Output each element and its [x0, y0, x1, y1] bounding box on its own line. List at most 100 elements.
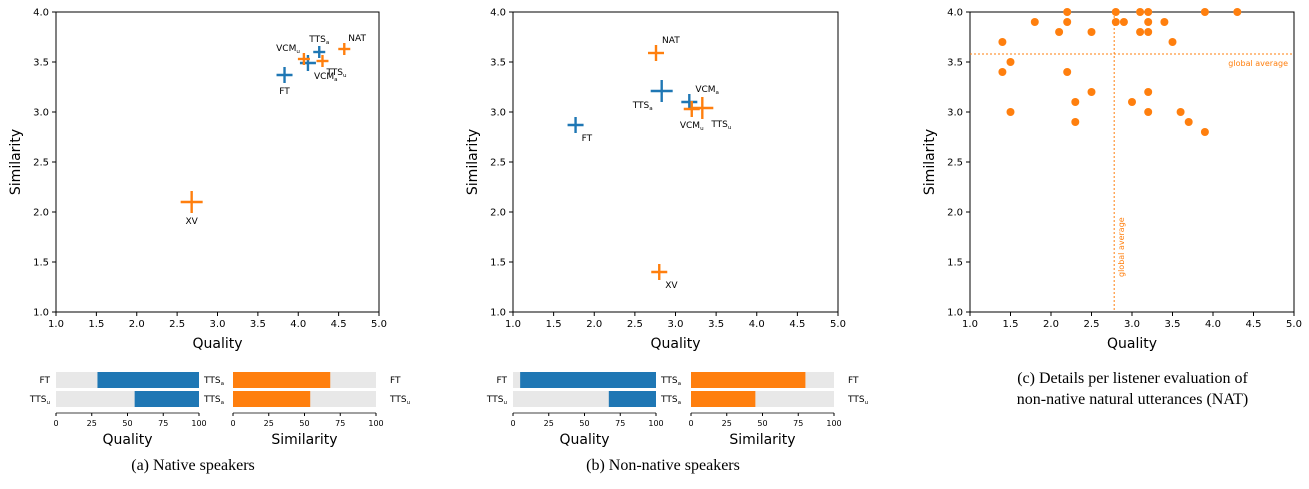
nat-listener-point [1071, 118, 1080, 126]
bar-xlabel: Quality [559, 432, 609, 448]
b-scatter-chart: 1.0 1.5 2.0 2.5 3.0 3.5 4.0 4.5 5.0 1.0 1.5 2.0 2.5 3… [465, 8, 846, 353]
a-scatter-xtick-label: 4.5 [331, 319, 347, 330]
bar-row-label-mid: TTSa [203, 395, 224, 406]
point-label: TTSu [710, 120, 732, 131]
nat-listener-point [1006, 58, 1015, 66]
a-scatter-ytick-label: 3.0 [33, 108, 49, 119]
b-scatter-xtick-label: 2.5 [627, 319, 643, 330]
point-vcm-u: VCMu [680, 101, 704, 132]
bar-xtick-label: 100 [826, 419, 841, 428]
bar-row-label-right: TTSu [389, 395, 411, 406]
a-scatter-xtick-label: 3.5 [250, 319, 266, 330]
a-scatter-ytick-label: 2.5 [33, 158, 49, 169]
a-scatter-ytick-label: 2.0 [33, 208, 49, 219]
bar-xtick-label: 25 [544, 419, 554, 428]
b-scatter-ytick-label: 2.0 [490, 208, 506, 219]
point-label: TTSa [632, 101, 653, 112]
point-nat: NAT [338, 34, 366, 55]
quality-bar [134, 391, 199, 407]
c-scatter-xtick-label: 4.0 [1205, 319, 1221, 330]
point-label: VCMa [695, 85, 719, 96]
c-scatter-xtick-label: 2.5 [1084, 319, 1100, 330]
nat-listener-point [1168, 38, 1177, 46]
b-scatter-ylabel: Similarity [465, 129, 481, 195]
bar-xtick-label: 100 [648, 419, 663, 428]
nat-listener-point [1063, 68, 1072, 76]
bar-xtick-label: 75 [793, 419, 803, 428]
a-scatter-xtick-label: 2.5 [169, 319, 185, 330]
point-label: XV [665, 281, 678, 291]
b-scatter-ytick-label: 1.0 [490, 308, 506, 319]
a-scatter-xtick-label: 3.0 [210, 319, 226, 330]
quality-bar [97, 372, 199, 388]
point-label: TTSa [308, 35, 329, 46]
nat-listener-point [1006, 108, 1015, 116]
b-scatter-xtick-label: 2.0 [586, 319, 602, 330]
point-tts-a: TTSa [308, 35, 329, 58]
nat-listener-point [1144, 88, 1153, 96]
similarity-bar [233, 372, 331, 388]
bar-row-label-mid: TTSa [660, 376, 681, 387]
point-vcm-u: VCMu [276, 44, 310, 65]
b-scatter-xtick-label: 3.5 [708, 319, 724, 330]
bar-row-label-mid: TTSa [660, 395, 681, 406]
nat-listener-point [1144, 28, 1153, 36]
b-scatter-ytick-label: 3.5 [490, 58, 506, 69]
bar-xtick-label: 50 [579, 419, 589, 428]
quality-bar [520, 372, 656, 388]
c-scatter-xlabel: Quality [1107, 336, 1157, 352]
a-scatter-xtick-label: 5.0 [371, 319, 387, 330]
point-label: NAT [348, 34, 366, 44]
c-scatter-ytick-label: 1.0 [947, 308, 963, 319]
point-xv: XV [180, 191, 203, 227]
c-scatter-ytick-label: 3.5 [947, 58, 963, 69]
nat-listener-point [1119, 18, 1128, 26]
similarity-bar [233, 391, 311, 407]
similarity-bar [691, 372, 806, 388]
bar-row-label-right: TTSu [847, 395, 869, 406]
c-scatter-xtick-label: 1.0 [962, 319, 978, 330]
point-label: VCMa [314, 72, 338, 83]
nat-listener-point [1111, 18, 1120, 26]
nat-listener-point [1233, 8, 1242, 16]
bar-xtick-label: 25 [264, 419, 274, 428]
bar-xtick-label: 0 [688, 419, 693, 428]
bar-row-label-left: FT [496, 376, 507, 386]
nat-listener-point [1184, 118, 1193, 126]
nat-listener-point [1055, 28, 1064, 36]
a-scatter-xtick-label: 1.0 [48, 319, 64, 330]
bar-row-label-right: FT [390, 376, 401, 386]
c-scatter-ytick-label: 2.0 [947, 208, 963, 219]
b-scatter-xlabel: Quality [650, 336, 700, 352]
point-tts-a: TTSa [632, 80, 673, 112]
b-scatter-ytick-label: 2.5 [490, 158, 506, 169]
global-average-v-label: global average [1117, 217, 1126, 277]
b-scatter-ytick-label: 4.0 [490, 8, 506, 19]
bar-row-label-left: FT [39, 376, 50, 386]
point-vcm-a: VCMa [299, 55, 338, 83]
bar-xlabel: Quality [102, 432, 152, 448]
a-scatter-ytick-label: 1.0 [33, 308, 49, 319]
nat-listener-point [1136, 28, 1145, 36]
c-scatter-xtick-label: 5.0 [1286, 319, 1302, 330]
caption-a: (a) Native speakers [131, 457, 255, 474]
nat-listener-point [1030, 18, 1039, 26]
b-scatter-xtick-label: 4.0 [749, 319, 765, 330]
point-label: VCMu [680, 121, 704, 132]
c-scatter-frame [969, 11, 1295, 313]
nat-listener-point [1176, 108, 1185, 116]
c-scatter-xtick-label: 1.5 [1003, 319, 1019, 330]
b-bars-s-panel: 0 25 50 75 100 Similarity [688, 372, 842, 448]
c-scatter-ytick-label: 4.0 [947, 8, 963, 19]
b-scatter-xtick-label: 1.0 [505, 319, 521, 330]
bar-row-label-right: FT [848, 376, 859, 386]
b-scatter-xtick-label: 4.5 [789, 319, 805, 330]
bar-row-label-mid: TTSa [203, 376, 224, 387]
nat-listener-point [1144, 18, 1153, 26]
point-ft: FT [567, 117, 593, 144]
nat-listener-point [1063, 8, 1072, 16]
bar-xtick-label: 100 [368, 419, 383, 428]
point-label: FT [582, 134, 593, 144]
bar-xtick-label: 50 [757, 419, 767, 428]
